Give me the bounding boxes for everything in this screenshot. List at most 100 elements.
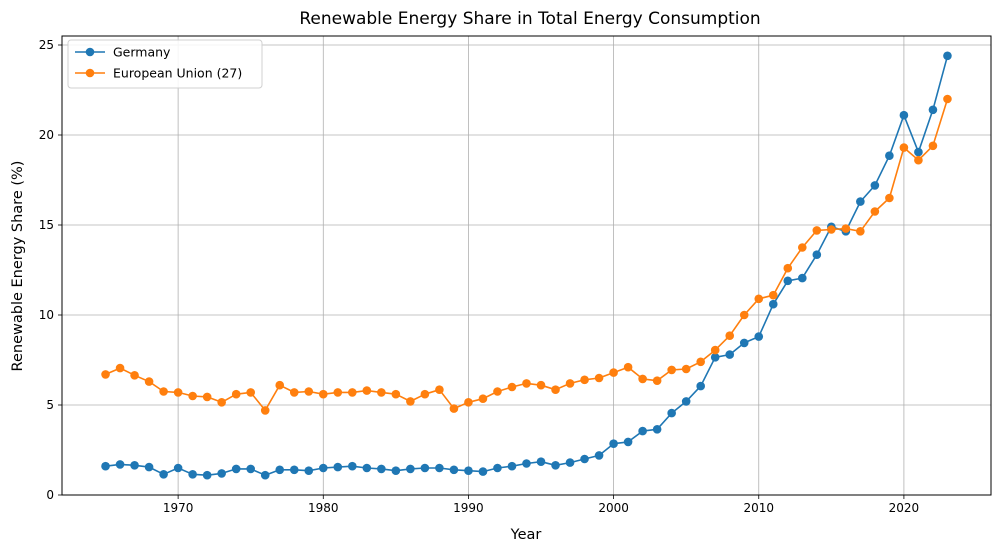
data-point-germany xyxy=(710,353,720,362)
data-point-germany xyxy=(318,463,328,473)
x-tick-label: 1980 xyxy=(308,501,339,515)
data-point-germany xyxy=(696,381,705,391)
data-point-germany xyxy=(580,454,589,464)
x-tick-label: 1970 xyxy=(163,501,194,515)
data-point-european-union-27 xyxy=(609,368,618,377)
data-point-germany xyxy=(391,466,401,476)
data-point-germany xyxy=(754,332,764,341)
legend-item: Germany xyxy=(75,45,171,60)
data-point-european-union-27 xyxy=(522,379,531,388)
legend-item: European Union (27) xyxy=(75,66,242,81)
data-point-germany xyxy=(217,469,226,478)
data-point-germany xyxy=(260,470,270,480)
data-point-european-union-27 xyxy=(710,345,720,355)
data-point-european-union-27 xyxy=(652,376,662,386)
data-point-germany xyxy=(246,464,256,474)
data-point-european-union-27 xyxy=(914,155,923,165)
data-point-european-union-27 xyxy=(725,331,735,341)
data-point-european-union-27 xyxy=(188,391,197,401)
data-point-germany xyxy=(565,458,575,467)
data-point-european-union-27 xyxy=(289,388,299,397)
series-germany xyxy=(101,51,952,480)
data-point-european-union-27 xyxy=(943,94,952,104)
data-point-germany xyxy=(681,397,691,406)
data-point-germany xyxy=(870,181,880,190)
data-point-european-union-27 xyxy=(870,207,880,216)
data-point-european-union-27 xyxy=(841,224,851,233)
data-point-european-union-27 xyxy=(202,392,212,402)
y-tick-label: 5 xyxy=(46,398,54,412)
data-point-european-union-27 xyxy=(159,387,168,396)
data-point-germany xyxy=(289,465,299,475)
data-point-european-union-27 xyxy=(696,357,705,367)
data-point-germany xyxy=(464,466,473,476)
data-point-germany xyxy=(522,459,531,468)
y-tick-label: 15 xyxy=(39,218,54,232)
data-point-germany xyxy=(406,464,415,474)
data-point-european-union-27 xyxy=(217,398,226,407)
y-axis: 0 5 10 15 20 25 xyxy=(39,38,62,502)
data-point-european-union-27 xyxy=(362,386,372,395)
series-layer xyxy=(101,51,952,480)
data-point-germany xyxy=(449,465,459,475)
data-point-european-union-27 xyxy=(899,143,909,152)
data-point-european-union-27 xyxy=(173,388,183,397)
data-point-european-union-27 xyxy=(260,406,270,415)
data-point-germany xyxy=(797,273,807,283)
data-point-european-union-27 xyxy=(580,375,589,385)
data-point-germany xyxy=(725,350,735,359)
y-tick-label: 20 xyxy=(39,128,54,142)
data-point-european-union-27 xyxy=(797,243,807,252)
x-tick-label: 2000 xyxy=(598,501,629,515)
y-tick-label: 0 xyxy=(46,488,54,502)
grid xyxy=(62,36,991,496)
data-point-germany xyxy=(348,461,357,471)
data-point-european-union-27 xyxy=(827,225,836,234)
data-point-germany xyxy=(551,461,560,470)
data-point-european-union-27 xyxy=(681,364,691,374)
legend-label: Germany xyxy=(113,45,171,60)
data-point-germany xyxy=(739,338,749,348)
data-point-germany xyxy=(885,151,894,160)
data-point-european-union-27 xyxy=(275,380,285,390)
legend: Germany European Union (27) xyxy=(67,39,263,89)
data-point-european-union-27 xyxy=(565,379,575,388)
data-point-european-union-27 xyxy=(333,388,343,397)
data-point-germany xyxy=(275,465,285,475)
data-point-european-union-27 xyxy=(768,290,778,300)
data-point-germany xyxy=(173,463,183,473)
data-point-germany xyxy=(623,437,633,447)
data-point-european-union-27 xyxy=(130,371,139,380)
series-line-european-union-27 xyxy=(105,98,949,412)
data-point-european-union-27 xyxy=(246,388,256,397)
x-tick-label: 1990 xyxy=(453,501,484,515)
data-point-european-union-27 xyxy=(594,373,604,383)
data-point-european-union-27 xyxy=(318,389,328,399)
data-point-germany xyxy=(609,439,618,449)
data-point-european-union-27 xyxy=(812,226,822,235)
data-point-germany xyxy=(144,462,154,472)
data-point-germany xyxy=(856,197,865,206)
data-point-germany xyxy=(362,463,372,473)
data-point-germany xyxy=(536,457,546,467)
data-point-european-union-27 xyxy=(885,193,894,203)
data-point-european-union-27 xyxy=(231,389,241,399)
data-point-germany xyxy=(667,408,676,418)
data-point-european-union-27 xyxy=(667,365,676,375)
data-point-germany xyxy=(899,110,909,120)
data-point-germany xyxy=(130,461,139,470)
data-point-germany xyxy=(478,467,488,476)
data-point-european-union-27 xyxy=(928,141,938,151)
data-point-germany xyxy=(304,466,314,476)
data-point-european-union-27 xyxy=(638,374,647,384)
legend-box xyxy=(67,39,263,89)
data-point-germany xyxy=(115,460,125,469)
data-point-germany xyxy=(333,462,343,472)
data-point-germany xyxy=(493,463,502,473)
data-point-germany xyxy=(638,426,647,436)
data-point-european-union-27 xyxy=(856,227,865,236)
data-point-european-union-27 xyxy=(507,382,517,392)
x-tick-label: 2020 xyxy=(889,501,920,515)
data-point-european-union-27 xyxy=(304,387,314,396)
